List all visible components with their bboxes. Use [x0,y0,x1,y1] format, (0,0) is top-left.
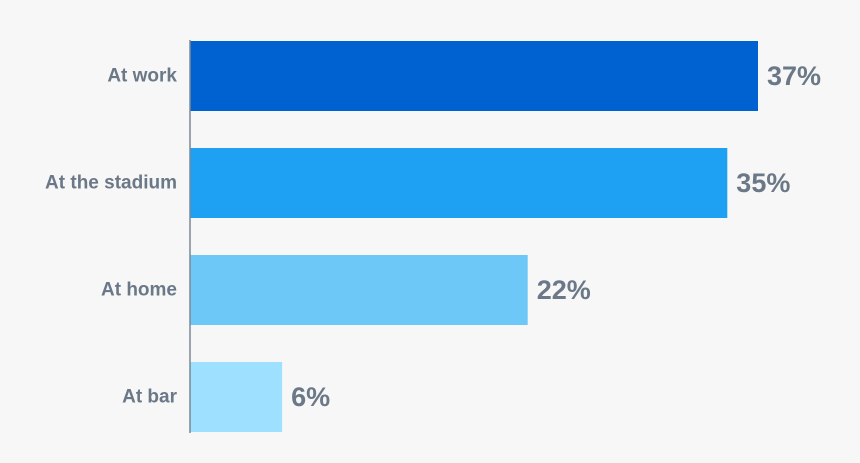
value-labels-group: 37% 35% 22% 6% [291,61,821,412]
bar-2 [190,255,528,325]
bar-0 [190,41,758,111]
bars-group [190,41,758,432]
value-label-0: 37% [767,61,821,91]
category-label-2: At home [101,280,177,301]
category-labels-group: At work At the stadium At home At bar [45,66,178,408]
category-label-0: At work [107,66,177,87]
bar-1 [190,148,728,218]
category-label-1: At the stadium [45,173,177,194]
category-label-3: At bar [122,387,178,408]
bar-3 [190,362,283,432]
value-label-2: 22% [537,275,591,305]
value-label-3: 6% [291,382,330,412]
value-label-1: 35% [736,168,790,198]
